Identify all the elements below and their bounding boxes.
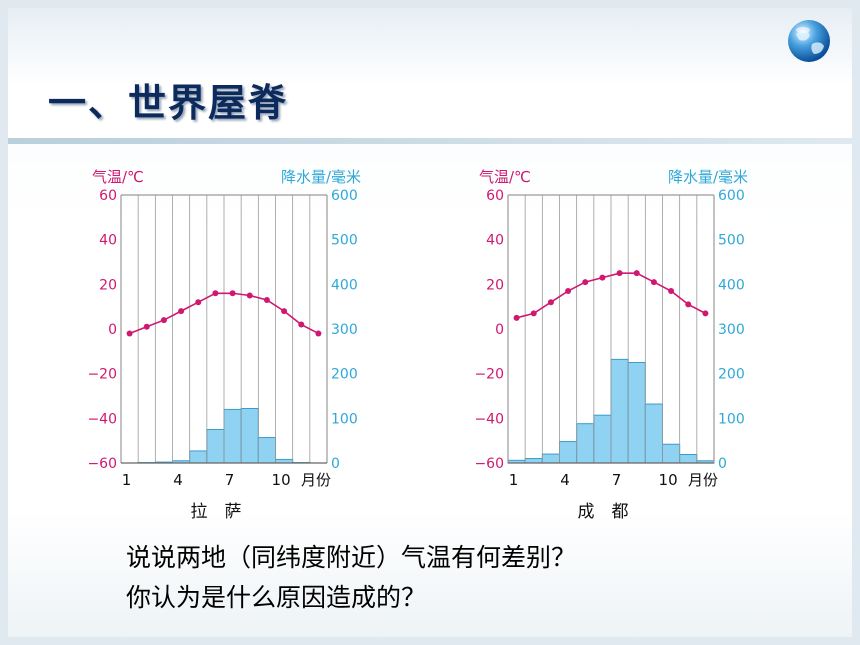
temp-tick-label: −60 [475, 456, 504, 472]
temperature-point-4 [178, 308, 185, 315]
precip-bar-4 [559, 441, 578, 464]
precip-bar-9 [257, 437, 276, 464]
temperature-point-6 [212, 290, 219, 297]
temp-tick-label: 0 [108, 322, 117, 338]
month-unit-label: 月份 [301, 471, 331, 489]
temperature-point-7 [616, 270, 623, 277]
temperature-point-9 [650, 279, 657, 286]
temp-tick-label: 20 [486, 277, 504, 293]
month-unit-label: 月份 [688, 471, 718, 489]
temperature-point-6 [599, 274, 606, 281]
precip-axis-title: 降水量/毫米 [668, 168, 748, 186]
temperature-line [516, 272, 706, 319]
temp-tick-label: −60 [88, 456, 117, 472]
precip-tick-label: 100 [331, 411, 358, 427]
station-name: 成 都 [578, 502, 629, 522]
precip-tick-label: 400 [331, 277, 358, 293]
precip-bar-8 [240, 408, 259, 464]
precip-tick-label: 600 [718, 188, 745, 204]
temperature-point-1 [513, 314, 520, 321]
temp-tick-label: 40 [486, 233, 504, 249]
temp-tick-label: 20 [99, 277, 117, 293]
precip-tick-label: 500 [718, 233, 745, 249]
temp-tick-label: 60 [99, 188, 117, 204]
precip-bar-7 [610, 358, 629, 464]
precip-bar-5 [189, 450, 208, 464]
slide [8, 8, 852, 637]
temperature-line [129, 292, 319, 335]
temp-tick-label: −20 [88, 367, 117, 383]
temperature-point-12 [315, 330, 322, 337]
precip-bar-2 [524, 458, 543, 464]
temp-tick-label: −20 [475, 367, 504, 383]
precip-axis-title: 降水量/毫米 [281, 168, 361, 186]
slide-title: 一、世界屋脊 [48, 81, 289, 125]
precip-tick-label: 400 [718, 277, 745, 293]
precip-tick-label: 0 [718, 456, 727, 472]
temperature-point-4 [565, 288, 572, 295]
precip-tick-label: 300 [718, 322, 745, 338]
station-name: 拉 萨 [191, 502, 242, 522]
temperature-point-11 [685, 301, 692, 308]
month-tick-label: 1 [122, 471, 132, 489]
temperature-point-8 [633, 270, 640, 277]
precip-bar-6 [593, 414, 612, 464]
precip-tick-label: 500 [331, 233, 358, 249]
temp-tick-label: −40 [475, 411, 504, 427]
precip-bar-10 [662, 443, 681, 464]
month-tick-label: 7 [225, 471, 235, 489]
precip-tick-label: 200 [331, 367, 358, 383]
temperature-point-2 [530, 310, 537, 317]
month-tick-label: 10 [659, 471, 678, 489]
title-divider [8, 138, 852, 144]
temp-tick-label: 40 [99, 233, 117, 249]
precip-bar-5 [576, 423, 595, 464]
temp-axis-title: 气温/℃ [92, 168, 144, 186]
question-1: 说说两地（同纬度附近）气温有何差别？ [126, 543, 577, 572]
precip-bar-11 [679, 454, 698, 464]
temperature-point-11 [298, 321, 305, 328]
precip-bar-8 [627, 362, 646, 464]
precip-tick-label: 0 [331, 456, 340, 472]
precip-tick-label: 200 [718, 367, 745, 383]
temperature-point-3 [160, 317, 167, 324]
temperature-point-10 [668, 288, 675, 295]
precip-bar-9 [644, 403, 663, 464]
title-bar [8, 8, 852, 138]
temperature-point-3 [547, 299, 554, 306]
precip-tick-label: 300 [331, 322, 358, 338]
temp-tick-label: 60 [486, 188, 504, 204]
temperature-point-10 [281, 308, 288, 315]
month-tick-label: 10 [272, 471, 291, 489]
temperature-point-2 [143, 323, 150, 330]
temperature-point-5 [195, 299, 202, 306]
month-tick-label: 1 [509, 471, 519, 489]
temperature-point-1 [126, 330, 133, 337]
temperature-point-9 [263, 296, 270, 303]
temperature-point-8 [246, 292, 253, 299]
temperature-point-7 [229, 290, 236, 297]
question-2: 你认为是什么原因造成的？ [126, 583, 427, 612]
month-tick-label: 4 [173, 471, 183, 489]
precip-bar-7 [223, 408, 242, 464]
globe-icon [788, 20, 830, 62]
temperature-point-5 [582, 279, 589, 286]
precip-tick-label: 600 [331, 188, 358, 204]
precip-bar-3 [541, 453, 561, 464]
month-tick-label: 7 [612, 471, 622, 489]
temp-tick-label: −40 [88, 411, 117, 427]
temp-axis-title: 气温/℃ [479, 168, 531, 186]
month-tick-label: 4 [560, 471, 570, 489]
precip-bar-6 [206, 429, 225, 464]
temp-tick-label: 0 [495, 322, 504, 338]
temperature-point-12 [702, 310, 709, 317]
precip-tick-label: 100 [718, 411, 745, 427]
